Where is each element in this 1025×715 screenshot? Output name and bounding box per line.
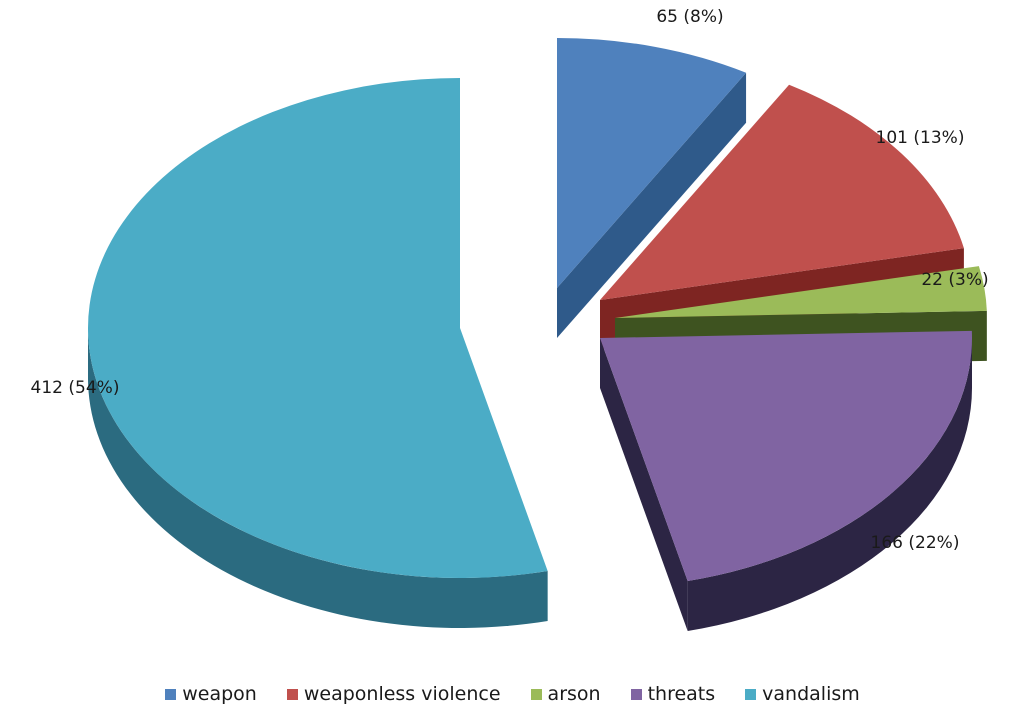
slice-weaponless-violence: [600, 84, 964, 300]
slice-arson: [615, 266, 987, 318]
legend-swatch: [286, 688, 298, 700]
slice-tops: [87, 38, 987, 581]
chart-legend: weapon weaponless violence arson threats van…: [0, 683, 1025, 705]
legend-label: vandalism: [762, 683, 860, 705]
legend-item: threats: [630, 683, 716, 705]
slice-rim: [687, 338, 972, 631]
legend-label: arson: [547, 683, 601, 705]
legend-swatch: [630, 688, 642, 700]
legend-item: weaponless violence: [286, 683, 501, 705]
data-label: 166 (22%): [871, 533, 960, 553]
legend-label: threats: [647, 683, 716, 705]
data-label: 65 (8%): [656, 7, 723, 27]
data-labels: 65 (8%) 101 (13%) 22 (3%) 166 (22%) 412 (54%…: [31, 7, 989, 553]
slice-side-4: [88, 328, 548, 628]
pie-chart: 65 (8%) 101 (13%) 22 (3%) 166 (22%) 412 (54%…: [31, 7, 989, 631]
legend-item: vandalism: [745, 683, 860, 705]
slice-vandalism: [87, 78, 548, 579]
legend-item: arson: [530, 683, 601, 705]
slice-threats: [600, 330, 972, 581]
legend-swatch: [165, 688, 177, 700]
slice-side-0: [557, 72, 747, 338]
legend-swatch: [530, 688, 542, 700]
data-label: 101 (13%): [876, 128, 965, 148]
legend-label: weapon: [182, 683, 257, 705]
slice-wall: [557, 72, 747, 338]
slice-wall: [600, 338, 688, 631]
slice-rim: [88, 328, 548, 628]
slice-weapon: [557, 38, 747, 288]
legend-label: weaponless violence: [303, 683, 501, 705]
legend-swatch: [745, 688, 757, 700]
legend-item: weapon: [165, 683, 257, 705]
data-label: 22 (3%): [921, 270, 988, 290]
data-label: 412 (54%): [31, 378, 120, 398]
slice-side-3: [600, 338, 972, 631]
